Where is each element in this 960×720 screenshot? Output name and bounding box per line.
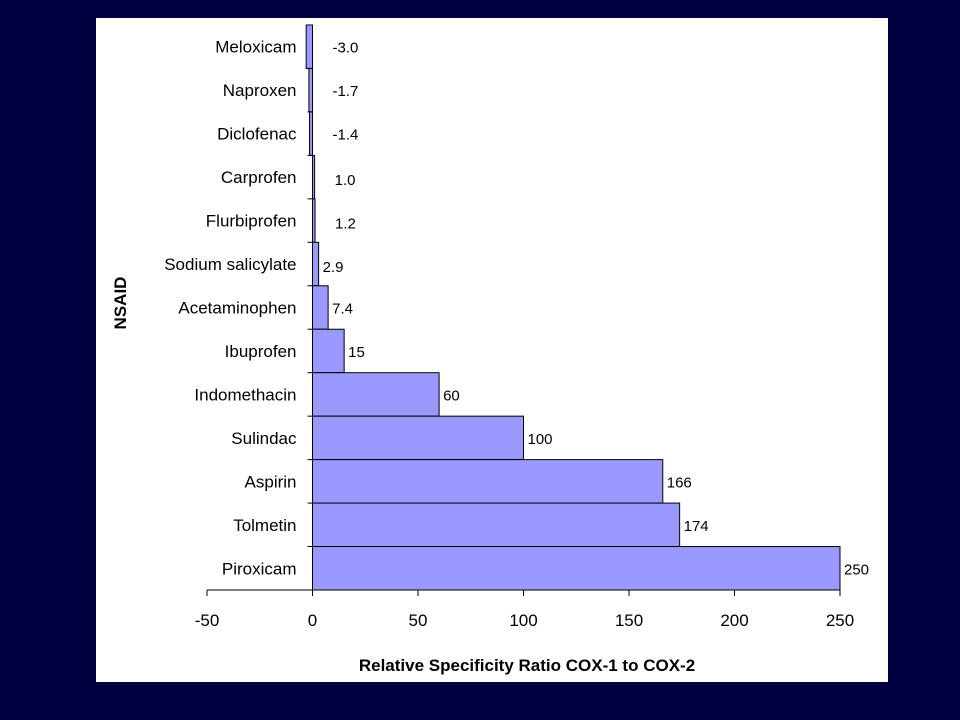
x-tick-label: 250 bbox=[826, 611, 854, 630]
category-label: Aspirin bbox=[245, 472, 297, 491]
axes-layer bbox=[206, 24, 841, 596]
data-label: 1.0 bbox=[335, 172, 356, 189]
category-label: Ibuprofen bbox=[225, 342, 297, 361]
data-label: 166 bbox=[667, 474, 692, 491]
x-tick-label: 50 bbox=[409, 611, 428, 630]
category-label: Naproxen bbox=[223, 81, 297, 100]
bars-layer bbox=[305, 24, 841, 591]
y-axis-title: NSAID bbox=[111, 277, 130, 330]
data-label: 1.2 bbox=[335, 216, 356, 233]
category-label: Piroxicam bbox=[222, 559, 297, 578]
data-label: 250 bbox=[844, 561, 869, 578]
category-label: Flurbiprofen bbox=[206, 212, 297, 231]
category-label: Acetaminophen bbox=[178, 299, 296, 318]
labels-layer: Meloxicam -3.0 Naproxen -1.7 Diclofenac -1.4 C… bbox=[164, 38, 869, 630]
x-tick-label: -50 bbox=[195, 611, 220, 630]
bar-aspirin bbox=[312, 459, 664, 504]
x-tick-label: 100 bbox=[509, 611, 537, 630]
bar-ibuprofen bbox=[312, 328, 345, 374]
category-label: Sodium salicylate bbox=[164, 255, 296, 274]
bar-naproxen bbox=[308, 67, 313, 113]
category-label: Meloxicam bbox=[215, 38, 296, 57]
bar-indomethacin bbox=[312, 372, 440, 417]
data-label: 100 bbox=[528, 431, 553, 448]
category-label: Diclofenac bbox=[217, 125, 297, 144]
bar-piroxicam bbox=[312, 546, 841, 591]
bar-acetaminophen bbox=[312, 285, 329, 330]
data-label: -3.0 bbox=[333, 40, 359, 57]
x-tick-label: 0 bbox=[308, 611, 317, 630]
data-label: 7.4 bbox=[332, 301, 353, 318]
data-label: 60 bbox=[443, 387, 460, 404]
bar-sulindac bbox=[312, 415, 524, 461]
bar-sodium-salicylate bbox=[312, 241, 320, 287]
x-axis-title: Relative Specificity Ratio COX-1 to COX-… bbox=[359, 656, 695, 675]
data-label: -1.4 bbox=[333, 127, 359, 144]
category-label: Indomethacin bbox=[194, 385, 296, 404]
x-tick-label: 200 bbox=[720, 611, 748, 630]
category-label: Tolmetin bbox=[233, 516, 296, 535]
data-label: 2.9 bbox=[323, 259, 344, 276]
bar-meloxicam bbox=[305, 24, 314, 69]
category-label: Carprofen bbox=[221, 168, 297, 187]
data-label: 15 bbox=[348, 344, 365, 361]
category-label: Sulindac bbox=[231, 429, 297, 448]
data-label: 174 bbox=[684, 518, 709, 535]
x-tick-label: 150 bbox=[615, 611, 643, 630]
bar-tolmetin bbox=[312, 502, 681, 548]
data-label: -1.7 bbox=[333, 83, 359, 100]
